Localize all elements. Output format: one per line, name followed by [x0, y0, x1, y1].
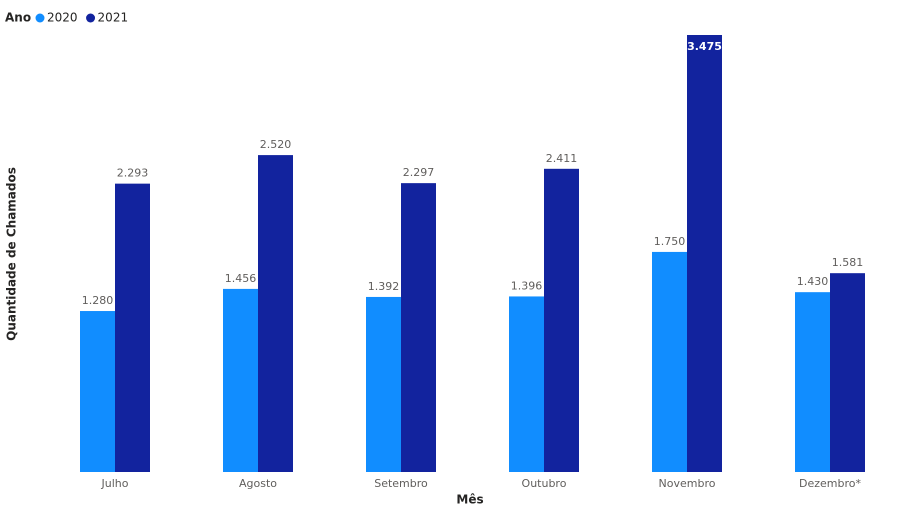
bar — [687, 35, 722, 472]
bar — [366, 296, 401, 472]
data-label: 2.297 — [403, 166, 435, 179]
legend-label: 2021 — [98, 11, 129, 25]
bar — [509, 296, 544, 472]
data-label: 1.430 — [797, 275, 829, 288]
legend-title: Ano — [5, 11, 31, 25]
data-label: 2.293 — [117, 167, 149, 180]
x-tick-label: Dezembro* — [799, 477, 861, 490]
data-label: 1.392 — [368, 280, 400, 293]
x-tick-label: Julho — [101, 477, 129, 490]
bar — [80, 311, 115, 472]
x-tick-label: Agosto — [239, 477, 277, 490]
legend-marker — [86, 13, 96, 23]
x-axis-label: Mês — [456, 493, 483, 507]
data-label: 1.456 — [225, 272, 257, 285]
data-label: 2.520 — [260, 138, 292, 151]
x-tick-label: Outubro — [522, 477, 567, 490]
bar — [830, 273, 865, 472]
bar — [401, 183, 436, 472]
bar — [115, 183, 150, 472]
bar — [652, 251, 687, 472]
y-axis-label: Quantidade de Chamados — [5, 167, 19, 341]
data-label: 1.581 — [832, 256, 864, 269]
legend-marker — [35, 13, 45, 23]
data-label: 1.396 — [511, 279, 543, 292]
data-label: 3.475 — [687, 40, 722, 53]
bar — [795, 292, 830, 472]
bar — [258, 155, 293, 472]
data-label: 1.750 — [654, 235, 686, 248]
x-tick-label: Setembro — [374, 477, 428, 490]
x-tick-label: Novembro — [659, 477, 716, 490]
data-label: 1.280 — [82, 294, 114, 307]
bar — [544, 168, 579, 472]
bar — [223, 288, 258, 472]
data-label: 2.411 — [546, 152, 578, 165]
legend-label: 2020 — [47, 11, 78, 25]
